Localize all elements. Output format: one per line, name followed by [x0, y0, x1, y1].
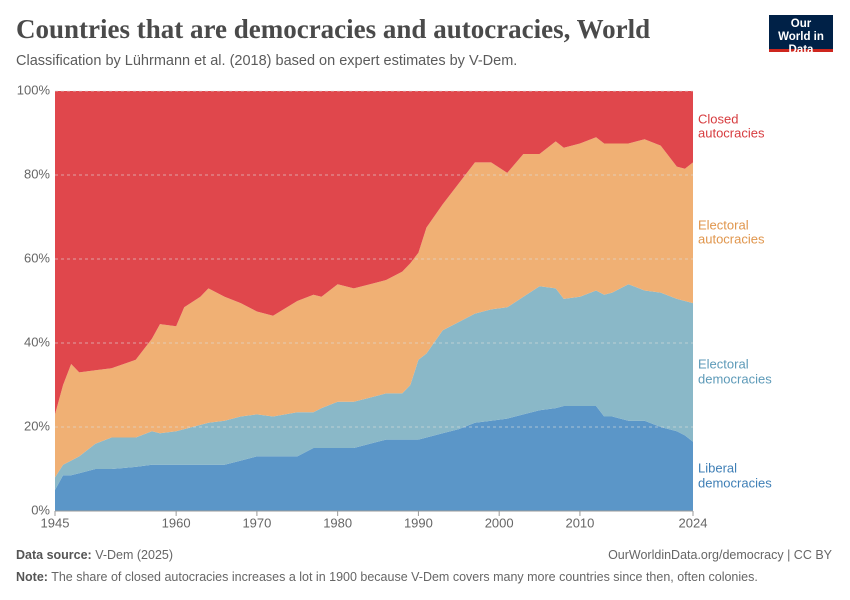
x-tick-label: 2024 [679, 515, 708, 530]
area [55, 284, 693, 490]
source-label: Data source: [16, 548, 92, 562]
chart-subtitle: Classification by Lührmann et al. (2018)… [16, 53, 518, 69]
series-label: Liberal democracies [698, 460, 772, 491]
x-tick-label: 2000 [485, 515, 514, 530]
source: Data source: V-Dem (2025) [16, 548, 173, 562]
area [55, 406, 693, 511]
source-text: V-Dem (2025) [95, 548, 174, 562]
logo[interactable]: Our World in Data [769, 15, 833, 56]
x-tick-label: 1990 [404, 515, 433, 530]
x-tick-label: 1980 [323, 515, 352, 530]
x-tick-label: 1960 [162, 515, 191, 530]
note-text: The share of closed autocracies increase… [51, 570, 758, 584]
series-label: Electoral democracies [698, 356, 772, 387]
note-label: Note: [16, 570, 48, 584]
series-label: Closed autocracies [698, 111, 765, 141]
y-tick-label: 20% [24, 418, 50, 433]
x-tick-label: 2010 [565, 515, 594, 530]
area [55, 137, 693, 478]
y-tick-label: 40% [24, 334, 50, 349]
y-tick-label: 0% [31, 502, 50, 517]
url[interactable]: OurWorldinData.org/democracy | CC BY [608, 548, 832, 562]
y-tick-label: 80% [24, 166, 50, 181]
x-tick-label: 1970 [242, 515, 271, 530]
series-label: Electoral autocracies [698, 217, 765, 247]
y-tick-label: 60% [24, 250, 50, 265]
area [55, 91, 693, 415]
x-tick-label: 1945 [41, 515, 70, 530]
chart-title: Countries that are democracies and autoc… [16, 14, 651, 44]
y-tick-label: 100% [17, 82, 51, 97]
note: Note: The share of closed autocracies in… [16, 570, 758, 584]
